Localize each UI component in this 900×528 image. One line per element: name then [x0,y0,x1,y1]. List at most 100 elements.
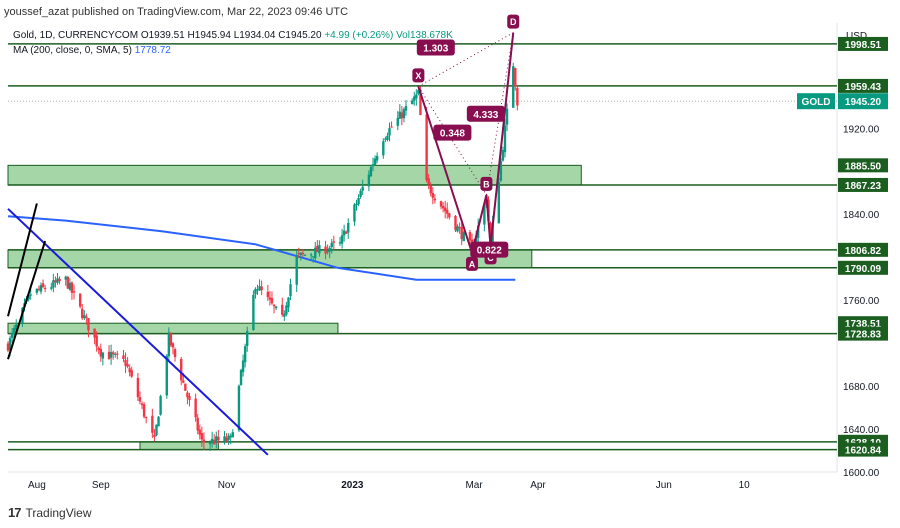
pattern-point-label: A [469,259,476,269]
candle-body [184,383,187,391]
footer-brand-label: TradingView [25,505,92,520]
candle-body [312,256,315,258]
candle-body [431,192,435,198]
y-tick-label: 1600.00 [843,468,880,479]
y-tick-label: 1640.00 [843,425,880,436]
candle-body [299,252,303,256]
x-tick-label: Mar [465,480,483,491]
candle-body [454,215,457,231]
candle-body [266,291,270,298]
trendline [7,240,47,360]
candle-body [126,364,129,367]
candle-body [462,231,465,241]
candle-body [297,253,300,255]
candle-body [95,335,98,347]
candle-body [260,286,263,291]
pattern-leg [485,194,492,247]
level-price-label: 1867.23 [845,181,882,192]
candle-body [167,332,171,357]
legend-symbol[interactable]: Gold, 1D, CURRENCYCOM [13,30,139,41]
candle-body [285,305,288,315]
candle-body [270,297,274,304]
candle-body [489,222,492,242]
y-tick-label: 1760.00 [843,296,880,307]
candle-body [499,161,503,181]
candle-body [326,250,329,253]
candle-body [159,396,162,415]
candle-body [443,207,447,212]
candle-body [342,230,346,236]
level-price-label: 1998.51 [845,40,882,51]
pattern-leg [489,32,515,247]
candle-body [318,245,321,254]
candle-body [10,333,14,338]
candle-body [328,247,331,252]
pattern-ratio-label: 4.333 [473,110,498,121]
candle-body [243,346,247,363]
candle-body [101,352,105,359]
candle-body [396,117,399,126]
legend-ma[interactable]: MA (200, close, 0, SMA, 5) 1778.72 [13,45,171,56]
candle-body [35,288,39,293]
level-price-badge [838,78,888,93]
candle-body [514,67,517,87]
candle-body [516,87,519,106]
candle-body [27,294,30,300]
candle-body [66,276,70,289]
candle-body [8,338,12,351]
x-tick-label: Apr [530,480,546,491]
level-price-badge [838,260,888,275]
candle-body [157,416,160,427]
pattern-ratio-badge [433,124,472,141]
candle-body [138,397,142,402]
candle-body [165,355,168,396]
candle-body [254,288,257,295]
candle-body [196,417,199,431]
candle-body [114,353,117,355]
level-price-label: 1885.50 [845,161,882,172]
candle-body [252,294,255,331]
candle-body [415,94,418,99]
candle-body [503,125,507,153]
footer-brand[interactable]: 17 TradingView [8,505,92,520]
candle-body [303,254,307,256]
level-price-label: 1959.43 [845,82,882,93]
candle-body [217,436,220,441]
candle-body [54,280,57,283]
pattern-point-badge [507,14,520,29]
pattern-point-label: D [510,17,517,27]
candle-body [202,439,206,443]
candle-body [289,284,292,297]
symbol-price-badge [797,93,835,110]
candle-body [229,435,232,438]
candle-body [93,328,96,338]
legend-close: C1945.20 [278,30,322,41]
candle-body [128,368,131,373]
candle-body [142,404,146,417]
candle-body [107,351,111,360]
pattern-ratio-label: 0.348 [440,129,465,140]
legend-high: H1945.94 [187,30,231,41]
candle-body [50,287,53,289]
candle-body [344,231,348,234]
trendline [7,203,38,317]
candle-body [433,198,437,201]
level-price-label: 1728.83 [845,330,882,341]
candle-body [72,291,76,293]
candle-body [332,241,336,243]
candle-body [200,433,204,440]
candle-body [239,370,243,385]
candle-body [64,276,67,280]
legend-ohlc: Gold, 1D, CURRENCYCOM O1939.51 H1945.94 … [13,30,453,41]
y-tick-label: 1680.00 [843,382,880,393]
candle-body [256,289,259,291]
candle-body [338,242,342,244]
candle-body [314,247,317,259]
candle-body [210,438,214,442]
candle-body [369,166,373,177]
candle-body [237,385,241,431]
candle-body [37,288,41,290]
candle-body [29,294,32,296]
candle-body [56,278,59,283]
